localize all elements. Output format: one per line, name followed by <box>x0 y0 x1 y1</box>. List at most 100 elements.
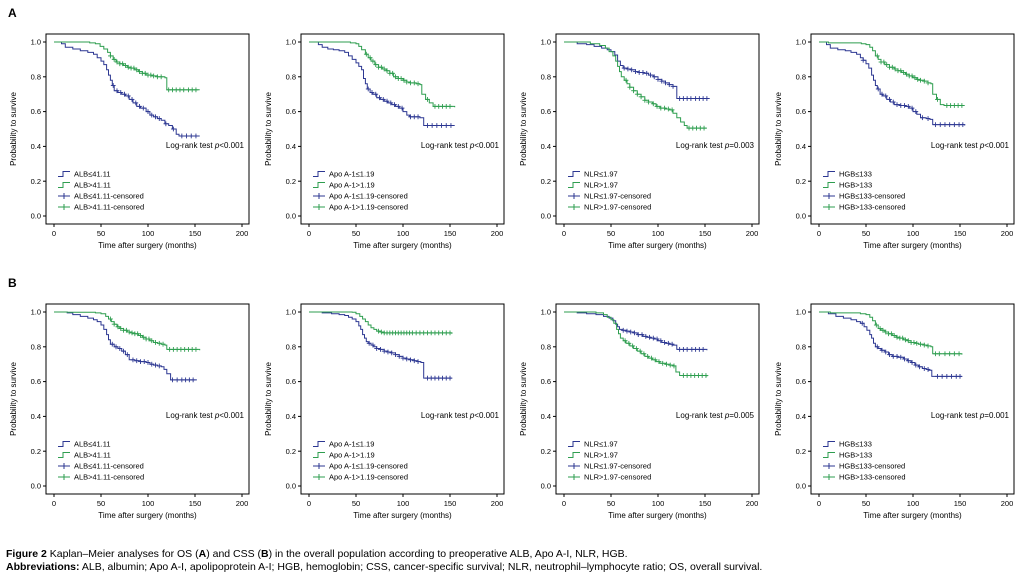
y-tick-label: 1.0 <box>541 38 551 47</box>
y-tick-label: 0.2 <box>796 447 806 456</box>
km-panel-A4: 0.0 0.2 0.4 0.6 0.8 1.0 0 50 100 150 200 Time after… <box>771 22 1026 274</box>
x-tick-label: 150 <box>954 499 967 508</box>
x-tick-label: 0 <box>307 499 311 508</box>
y-tick-label: 0.2 <box>31 177 41 186</box>
y-tick-label: 0.0 <box>541 482 551 491</box>
survival-curve <box>54 311 201 351</box>
x-axis-label: Time after surgery (months) <box>863 511 962 520</box>
legend-label: HGB>133-censored <box>839 473 906 482</box>
survival-curve <box>309 311 453 334</box>
log-rank-p-label: Log-rank test p<0.001 <box>421 411 500 420</box>
legend-step-glyph <box>313 441 325 447</box>
legend-label: ALB>41.11-censored <box>74 473 144 482</box>
legend-label: NLR≤1.97-censored <box>584 192 651 201</box>
km-plot-svg-B4: 0.0 0.2 0.4 0.6 0.8 1.0 0 50 100 150 200 Time after… <box>774 303 1015 520</box>
log-rank-p-label: Log-rank test p=0.003 <box>676 141 755 150</box>
y-tick-label: 0.2 <box>541 447 551 456</box>
y-tick-label: 0.2 <box>286 177 296 186</box>
km-panel-A3: 0.0 0.2 0.4 0.6 0.8 1.0 0 50 100 150 200 Time after… <box>516 22 771 274</box>
km-plot-svg-A3: 0.0 0.2 0.4 0.6 0.8 1.0 0 50 100 150 200 Time after… <box>519 33 760 250</box>
survival-curve <box>54 311 197 381</box>
legend-label: NLR≤1.97-censored <box>584 462 651 471</box>
y-axis-label: Probability to survive <box>519 362 528 436</box>
legend-step-glyph <box>823 452 835 458</box>
legend-label: Apo A-1≤1.19-censored <box>329 192 408 201</box>
y-tick-label: 0.2 <box>796 177 806 186</box>
x-tick-label: 0 <box>562 229 566 238</box>
y-axis-label: Probability to survive <box>9 362 18 436</box>
y-tick-label: 0.8 <box>31 342 41 351</box>
log-rank-p-label: Log-rank test p=0.005 <box>676 411 755 420</box>
y-tick-label: 1.0 <box>286 308 296 317</box>
survival-curve <box>309 41 455 126</box>
y-axis-label: Probability to survive <box>774 362 783 436</box>
panel-row-a: 0.0 0.2 0.4 0.6 0.8 1.0 0 50 100 150 200 Time after… <box>6 22 1029 274</box>
x-tick-label: 100 <box>907 229 920 238</box>
legend-label: ALB≤41.11 <box>74 440 111 449</box>
y-tick-label: 0.6 <box>796 377 806 386</box>
x-tick-label: 0 <box>52 499 56 508</box>
x-tick-label: 150 <box>189 499 202 508</box>
survival-curve <box>819 311 962 377</box>
legend-label: ALB>41.11 <box>74 181 111 190</box>
log-rank-p-label: Log-rank test p<0.001 <box>166 411 245 420</box>
x-tick-label: 150 <box>444 229 457 238</box>
x-tick-label: 150 <box>954 229 967 238</box>
x-tick-label: 0 <box>52 229 56 238</box>
x-tick-label: 100 <box>652 499 665 508</box>
y-tick-label: 0.2 <box>31 447 41 456</box>
x-tick-label: 200 <box>236 499 249 508</box>
y-tick-label: 0.6 <box>286 107 296 116</box>
km-plot-svg-A2: 0.0 0.2 0.4 0.6 0.8 1.0 0 50 100 150 200 Time after… <box>264 33 505 250</box>
legend-label: ALB≤41.11-censored <box>74 192 144 201</box>
figure-caption: Figure 2 Kaplan–Meier analyses for OS (A… <box>6 548 1029 574</box>
x-tick-label: 50 <box>607 229 615 238</box>
survival-curve <box>819 41 965 106</box>
x-tick-label: 150 <box>699 499 712 508</box>
y-tick-label: 0.0 <box>796 212 806 221</box>
y-tick-label: 0.8 <box>286 342 296 351</box>
legend-label: Apo A-1>1.19-censored <box>329 473 408 482</box>
km-plot-svg-B2: 0.0 0.2 0.4 0.6 0.8 1.0 0 50 100 150 200 Time after… <box>264 303 505 520</box>
x-tick-label: 50 <box>352 229 360 238</box>
km-plot-svg-A1: 0.0 0.2 0.4 0.6 0.8 1.0 0 50 100 150 200 Time after… <box>9 33 250 250</box>
caption-text: Kaplan–Meier analyses for OS ( <box>46 548 199 560</box>
legend-label: HGB≤133 <box>839 170 872 179</box>
x-tick-label: 0 <box>817 499 821 508</box>
x-axis-label: Time after surgery (months) <box>608 241 707 250</box>
survival-curve <box>564 311 708 351</box>
legend-label: Apo A-1>1.19-censored <box>329 203 408 212</box>
x-tick-label: 0 <box>562 499 566 508</box>
legend-label: Apo A-1≤1.19-censored <box>329 462 408 471</box>
caption-text: ) and CSS ( <box>206 548 262 560</box>
legend-label: NLR>1.97 <box>584 181 618 190</box>
legend-label: NLR≤1.97 <box>584 440 618 449</box>
x-tick-label: 150 <box>444 499 457 508</box>
y-tick-label: 0.8 <box>796 72 806 81</box>
x-tick-label: 150 <box>189 229 202 238</box>
legend-label: HGB>133-censored <box>839 203 906 212</box>
legend-step-glyph <box>313 171 325 177</box>
legend-step-glyph <box>823 441 835 447</box>
legend-step-glyph <box>568 182 580 188</box>
x-tick-label: 200 <box>491 229 504 238</box>
y-tick-label: 1.0 <box>31 308 41 317</box>
x-tick-label: 100 <box>907 499 920 508</box>
panel-row-b: 0.0 0.2 0.4 0.6 0.8 1.0 0 50 100 150 200 Time after… <box>6 292 1029 544</box>
y-tick-label: 0.6 <box>541 107 551 116</box>
km-panel-B3: 0.0 0.2 0.4 0.6 0.8 1.0 0 50 100 150 200 Time after… <box>516 292 771 544</box>
survival-curve <box>54 41 200 137</box>
y-tick-label: 0.4 <box>31 142 41 151</box>
survival-curve <box>309 311 452 379</box>
y-tick-label: 0.6 <box>796 107 806 116</box>
y-tick-label: 0.0 <box>31 482 41 491</box>
legend-label: HGB≤133-censored <box>839 192 905 201</box>
legend-label: HGB>133 <box>839 451 872 460</box>
legend-label: NLR>1.97-censored <box>584 473 651 482</box>
legend-label: HGB≤133 <box>839 440 872 449</box>
survival-curve <box>564 311 708 377</box>
panel-row-label-b: B <box>8 276 17 290</box>
legend-step-glyph <box>313 452 325 458</box>
y-tick-label: 0.0 <box>796 482 806 491</box>
x-tick-label: 100 <box>142 499 155 508</box>
